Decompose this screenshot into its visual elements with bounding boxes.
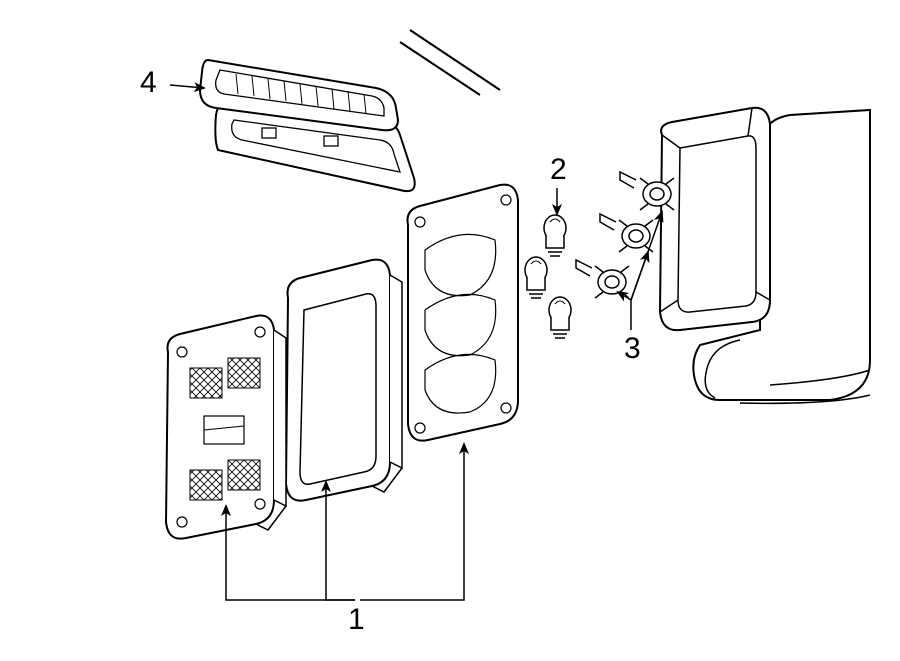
callout-1-label: 1 [348, 605, 365, 635]
callout-2-label: 2 [550, 155, 567, 185]
bulb-mid [525, 257, 547, 298]
diagram-svg [0, 0, 900, 661]
lamp-lens [166, 316, 286, 539]
bulb-top [544, 215, 566, 256]
callout-4-label: 4 [140, 68, 157, 98]
high-mount-lamp [200, 30, 500, 191]
lamp-bezel [286, 260, 402, 501]
socket-bottom [576, 260, 629, 298]
socket-mid [600, 214, 653, 252]
parts-diagram: 1 2 3 4 [0, 0, 900, 661]
lamp-housing [408, 185, 519, 441]
callout-3-label: 3 [624, 334, 641, 364]
body-panel [660, 108, 870, 404]
bulb-bottom [549, 297, 571, 338]
bulbs-group [525, 215, 571, 338]
sockets-group [576, 172, 674, 298]
